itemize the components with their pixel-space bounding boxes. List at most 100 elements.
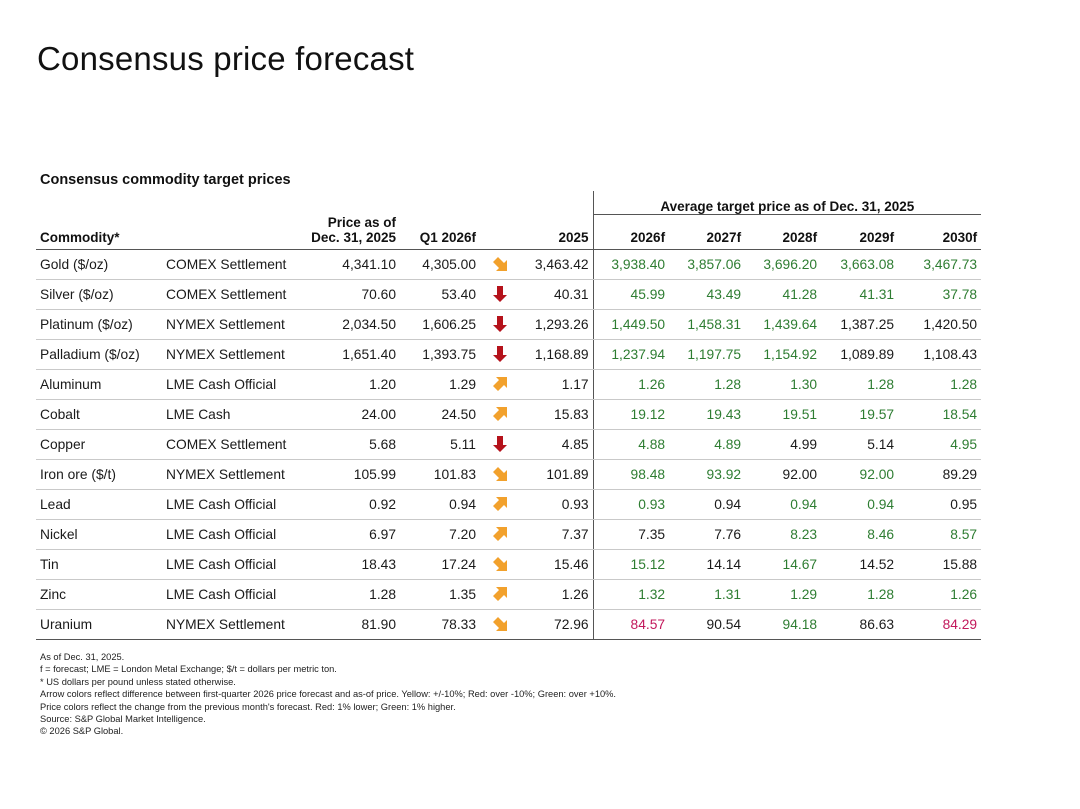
col-header-2030f: 2030f	[898, 214, 982, 250]
down-arrow-icon	[493, 436, 507, 452]
footnote: As of Dec. 31, 2025.	[40, 652, 125, 662]
cell-2027f: 90.54	[669, 609, 746, 640]
up-right-arrow-icon	[493, 497, 507, 511]
cell-market: LME Cash Official	[162, 369, 302, 400]
cell-2027f: 7.76	[669, 519, 746, 550]
cell-commodity: Cobalt	[36, 399, 162, 430]
table-row: Platinum ($/oz) NYMEX Settlement 2,034.50 1…	[36, 309, 982, 340]
footnote: Arrow colors reflect difference between …	[40, 689, 617, 700]
cell-2026f: 0.93	[592, 489, 670, 520]
cell-arrow	[480, 609, 520, 640]
cell-2027f: 1,458.31	[669, 309, 746, 340]
cell-2026f: 84.57	[592, 609, 670, 640]
col-header-price-line1: Price as of	[327, 214, 396, 230]
cell-price: 6.97	[302, 519, 400, 550]
cell-2025: 72.96	[520, 609, 594, 640]
cell-2029f: 0.94	[821, 489, 899, 520]
cell-2028f: 92.00	[745, 459, 822, 490]
up-right-arrow-icon	[493, 527, 507, 541]
cell-2025: 1.26	[520, 579, 594, 610]
cell-arrow	[480, 519, 520, 550]
cell-commodity: Gold ($/oz)	[36, 249, 162, 280]
cell-q1: 1.29	[400, 369, 480, 400]
table-row: Nickel LME Cash Official 6.97 7.20 7.37 7.35 7…	[36, 519, 982, 550]
cell-arrow	[480, 429, 520, 460]
header-row: Commodity* Price as of Dec. 31, 2025 Q1 …	[36, 214, 982, 250]
cell-market: COMEX Settlement	[162, 249, 302, 280]
header-row-group: Average target price as of Dec. 31, 2025	[36, 191, 982, 215]
cell-arrow	[480, 579, 520, 610]
cell-market: NYMEX Settlement	[162, 459, 302, 490]
cell-2028f: 94.18	[745, 609, 822, 640]
cell-2029f: 1.28	[821, 579, 899, 610]
cell-2028f: 41.28	[745, 279, 822, 310]
cell-arrow	[480, 249, 520, 280]
table-row: Palladium ($/oz) NYMEX Settlement 1,651.40…	[36, 339, 982, 370]
col-header-price-line2: Dec. 31, 2025	[311, 229, 396, 245]
cell-2026f: 1.26	[592, 369, 670, 400]
cell-market: NYMEX Settlement	[162, 609, 302, 640]
cell-2030f: 37.78	[898, 279, 982, 310]
table-row: Copper COMEX Settlement 5.68 5.11 4.85 4.88 4.…	[36, 429, 982, 460]
cell-2028f: 3,696.20	[745, 249, 822, 280]
cell-2025: 15.46	[520, 549, 594, 580]
cell-2028f: 14.67	[745, 549, 822, 580]
col-header-2025: 2025	[520, 214, 594, 250]
table-row: Aluminum LME Cash Official 1.20 1.29 1.17 1.2…	[36, 369, 982, 400]
table-row: Tin LME Cash Official 18.43 17.24 15.46 15.12…	[36, 549, 982, 580]
cell-2029f: 1.28	[821, 369, 899, 400]
cell-2028f: 0.94	[745, 489, 822, 520]
cell-market: LME Cash Official	[162, 579, 302, 610]
col-header-2026f: 2026f	[592, 214, 670, 250]
up-right-arrow-icon	[493, 377, 507, 391]
cell-2025: 1,293.26	[520, 309, 594, 340]
cell-market: COMEX Settlement	[162, 429, 302, 460]
cell-2028f: 1.29	[745, 579, 822, 610]
group-header: Average target price as of Dec. 31, 2025	[592, 191, 982, 215]
page-title: Consensus price forecast	[37, 40, 415, 77]
cell-q1: 4,305.00	[400, 249, 480, 280]
cell-price: 0.92	[302, 489, 400, 520]
cell-price: 4,341.10	[302, 249, 400, 280]
cell-q1: 24.50	[400, 399, 480, 430]
cell-2025: 15.83	[520, 399, 594, 430]
cell-q1: 101.83	[400, 459, 480, 490]
cell-arrow	[480, 549, 520, 580]
down-right-arrow-icon	[493, 617, 507, 631]
cell-market: COMEX Settlement	[162, 279, 302, 310]
cell-q1: 1,606.25	[400, 309, 480, 340]
col-header-q1: Q1 2026f	[400, 214, 480, 250]
forecast-table: Average target price as of Dec. 31, 2025…	[36, 191, 982, 640]
cell-commodity: Lead	[36, 489, 162, 520]
cell-commodity: Silver ($/oz)	[36, 279, 162, 310]
cell-2028f: 1,154.92	[745, 339, 822, 370]
cell-commodity: Iron ore ($/t)	[36, 459, 162, 490]
cell-2028f: 8.23	[745, 519, 822, 550]
cell-q1: 0.94	[400, 489, 480, 520]
cell-2030f: 89.29	[898, 459, 982, 490]
cell-price: 2,034.50	[302, 309, 400, 340]
cell-2027f: 4.89	[669, 429, 746, 460]
cell-arrow	[480, 399, 520, 430]
table-row: Zinc LME Cash Official 1.28 1.35 1.26 1.32 1.3…	[36, 579, 982, 610]
cell-commodity: Platinum ($/oz)	[36, 309, 162, 340]
cell-2026f: 3,938.40	[592, 249, 670, 280]
cell-market: NYMEX Settlement	[162, 339, 302, 370]
cell-q1: 5.11	[400, 429, 480, 460]
cell-price: 70.60	[302, 279, 400, 310]
cell-2028f: 19.51	[745, 399, 822, 430]
cell-2029f: 19.57	[821, 399, 899, 430]
cell-price: 24.00	[302, 399, 400, 430]
cell-market: LME Cash Official	[162, 489, 302, 520]
cell-commodity: Uranium	[36, 609, 162, 640]
table-row: Gold ($/oz) COMEX Settlement 4,341.10 4,305…	[36, 249, 982, 280]
col-header-2027f: 2027f	[669, 214, 746, 250]
cell-2030f: 0.95	[898, 489, 982, 520]
cell-2026f: 19.12	[592, 399, 670, 430]
cell-price: 5.68	[302, 429, 400, 460]
cell-q1: 78.33	[400, 609, 480, 640]
table-row: Iron ore ($/t) NYMEX Settlement 105.99 101.…	[36, 459, 982, 490]
table-row: Silver ($/oz) COMEX Settlement 70.60 53.40 4…	[36, 279, 982, 310]
up-right-arrow-icon	[493, 587, 507, 601]
cell-market: LME Cash Official	[162, 549, 302, 580]
